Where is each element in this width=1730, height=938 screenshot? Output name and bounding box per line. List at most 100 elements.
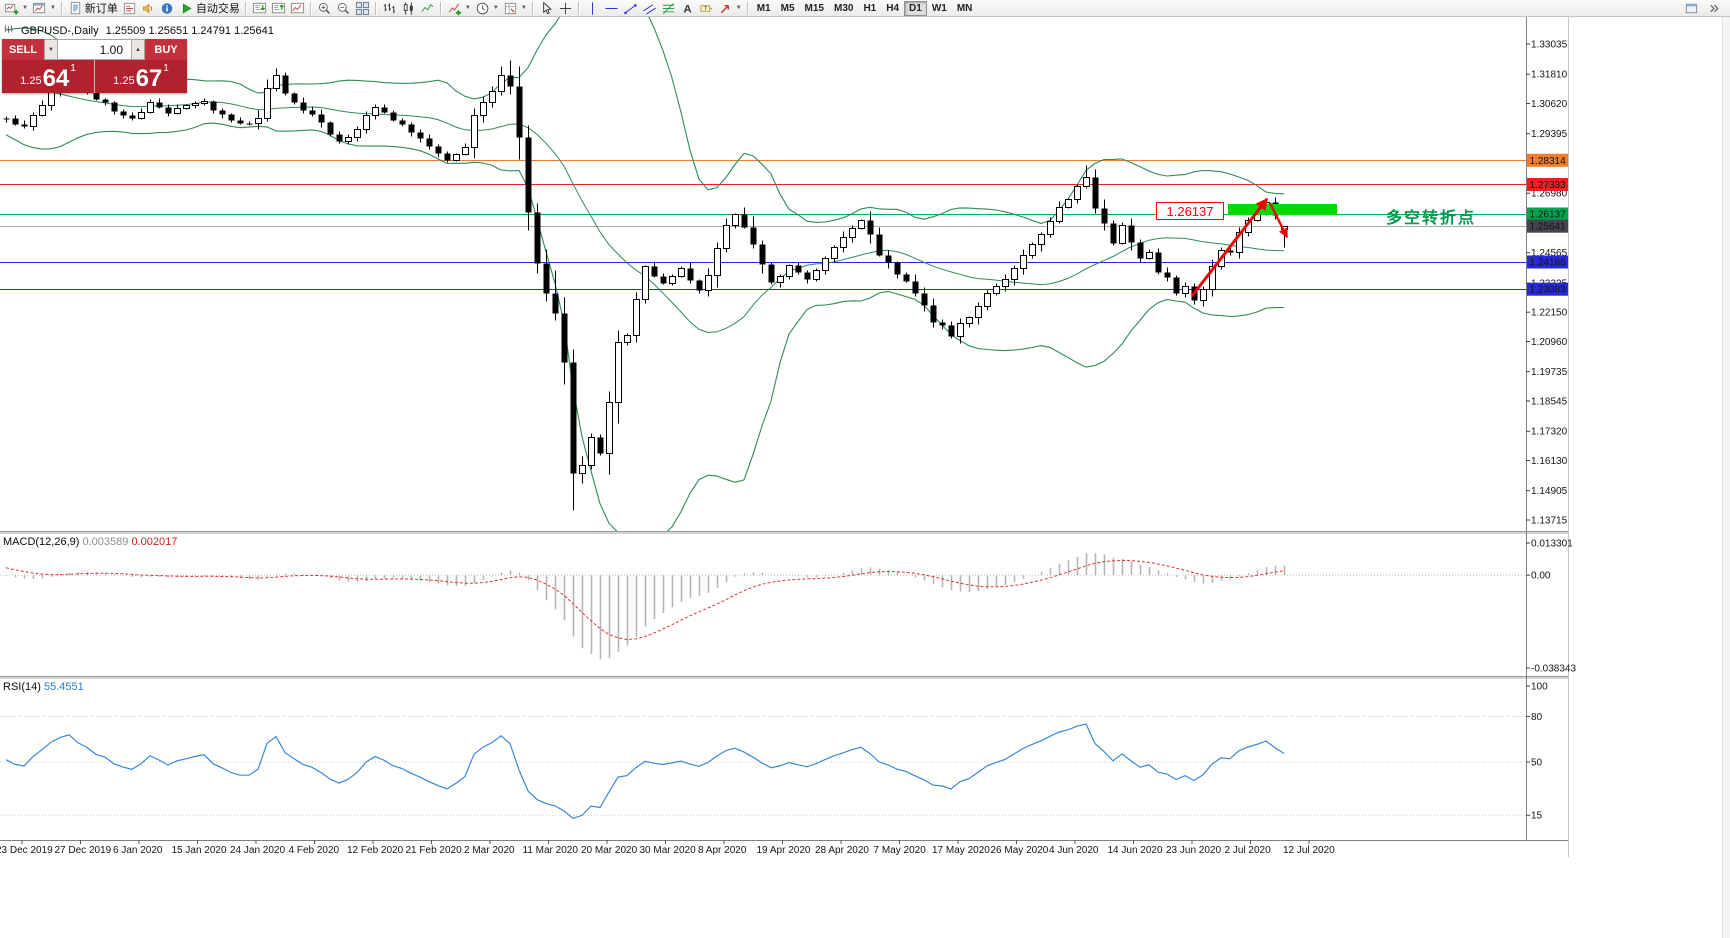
ohlc-values: 1.25509 1.25651 1.24791 1.25641	[105, 25, 274, 37]
top-toolbar: ▼ ▼ 新订单 自动交易 ▼ ▼ ▼ A T ▼ M1 M5 M15 M30 H1 H4 D1 W1 MN	[0, 0, 1730, 17]
new-chart-button[interactable]: ▼	[2, 0, 30, 16]
line-icon	[421, 3, 434, 12]
templates-button[interactable]: ▼	[501, 0, 529, 16]
rsi-plot[interactable]	[5, 723, 1285, 819]
macd-plot[interactable]	[5, 553, 1286, 660]
tile-windows-button[interactable]	[353, 0, 372, 16]
info-button[interactable]	[158, 0, 177, 16]
price-axis-label: 1.33035	[1531, 40, 1568, 51]
supply-zone-rect[interactable]	[1228, 204, 1337, 215]
channel-icon	[642, 3, 656, 15]
lot-size-input[interactable]: 1.00	[58, 39, 131, 60]
channel-button[interactable]	[640, 0, 659, 16]
panel-divider[interactable]	[0, 531, 1568, 535]
ask-big-digits: 67	[135, 64, 163, 92]
lot-decrease-button[interactable]: ▼	[44, 39, 58, 60]
price-chart[interactable]: 1.33035 1.31810 1.30620 1.29395 1.26980 1.245…	[0, 17, 1730, 938]
market-watch-button[interactable]	[250, 0, 269, 16]
bollinger-upper-line[interactable]	[5, 17, 1285, 225]
buy-button[interactable]: BUY	[145, 39, 187, 60]
profiles-button[interactable]: ▼	[30, 0, 58, 16]
timeframe-mn-button[interactable]: MN	[956, 2, 973, 14]
price-level-badge	[1527, 255, 1568, 269]
ask-price[interactable]: 1.25 67 1	[95, 60, 187, 93]
panel-3-icon	[290, 2, 304, 13]
time-axis-label: 30 Mar 2020	[640, 845, 697, 856]
zone-annotation-text[interactable]: 多空转折点	[1386, 210, 1477, 227]
timeframe-h4-button[interactable]: H4	[886, 2, 900, 14]
timeframe-m15-button[interactable]: M15	[804, 2, 824, 14]
data-window-button[interactable]	[269, 0, 288, 16]
toolbar-overflow-button[interactable]	[1704, 0, 1723, 16]
right-scrollbar[interactable]	[1722, 17, 1730, 938]
price-level-badge-text: 1.27333	[1530, 180, 1567, 191]
vertical-line-button[interactable]	[583, 0, 602, 16]
toolbar-separator	[309, 1, 312, 15]
shapes-button[interactable]: ▼	[716, 0, 744, 16]
trend-arrow[interactable]	[1190, 197, 1269, 297]
timeframe-h1-button[interactable]: H1	[863, 2, 877, 14]
dropdown-arrow-icon: ▼	[735, 5, 742, 11]
price-scale-area[interactable]	[1527, 17, 1568, 840]
trendline-button[interactable]	[621, 0, 640, 16]
time-axis-label: 12 Jul 2020	[1283, 845, 1335, 856]
panel-divider[interactable]	[0, 676, 1568, 680]
rsi-name: RSI(14)	[3, 681, 41, 693]
label-button[interactable]: T	[697, 0, 716, 16]
price-level-badge	[1527, 219, 1568, 233]
lot-increase-button[interactable]: ▲	[131, 39, 145, 60]
market-depth-button[interactable]	[120, 0, 139, 16]
price-level-badge-text: 1.25641	[1530, 222, 1567, 233]
macd-signal-line	[5, 559, 1285, 641]
autotrading-button[interactable]: 自动交易	[177, 0, 242, 16]
level-price-callout[interactable]: 1.26137	[1156, 202, 1224, 220]
depth-icon	[123, 2, 136, 14]
dropdown-arrow-icon: ▼	[492, 5, 499, 11]
navigator-button[interactable]	[288, 0, 307, 16]
timeframe-d1-button[interactable]: D1	[904, 0, 927, 16]
bid-big-digits: 64	[42, 64, 70, 92]
horizontal-line-button[interactable]	[602, 0, 621, 16]
fibonacci-button[interactable]	[659, 0, 678, 16]
price-divider	[94, 60, 95, 93]
price-axis-label: 1.29395	[1531, 129, 1568, 140]
candlesticks[interactable]	[3, 60, 1288, 511]
bollinger-lower-line[interactable]	[5, 122, 1285, 543]
indicators-button[interactable]: ▼	[445, 0, 473, 16]
zoom-in-button[interactable]	[315, 0, 334, 16]
time-axis-label: 11 Mar 2020	[523, 845, 579, 856]
time-axis-label: 20 Mar 2020	[581, 845, 638, 856]
bar-chart-button[interactable]	[380, 0, 399, 16]
reversal-arrow[interactable]	[1268, 202, 1289, 239]
rsi-axis-label: 100	[1531, 682, 1548, 693]
alerts-button[interactable]	[139, 0, 158, 16]
autotrading-button-label: 自动交易	[195, 3, 240, 15]
candlestick-chart-button[interactable]	[399, 0, 418, 16]
periods-button[interactable]: ▼	[473, 0, 501, 16]
zoom-out-button[interactable]	[334, 0, 353, 16]
cursor-button[interactable]	[537, 0, 556, 16]
new-order-button-label: 新订单	[84, 3, 118, 15]
timeframe-m1-button[interactable]: M1	[756, 2, 771, 14]
timeframe-m5-button[interactable]: M5	[780, 2, 795, 14]
crosshair-button[interactable]	[556, 0, 575, 16]
rsi-line	[5, 723, 1285, 819]
toolbar-separator	[531, 1, 534, 15]
candles-icon	[403, 1, 413, 15]
time-axis-label: 4 Jun 2020	[1049, 845, 1099, 856]
price-axis-label: 1.17320	[1531, 427, 1568, 438]
windows-list-button[interactable]	[1682, 0, 1701, 16]
time-scale-area[interactable]	[0, 841, 1526, 857]
time-axis-label: 17 May 2020	[932, 845, 990, 856]
timeframe-m30-button[interactable]: M30	[833, 2, 854, 14]
cursor-icon	[543, 1, 552, 14]
time-axis-label: 12 Feb 2020	[347, 845, 404, 856]
text-button[interactable]: A	[678, 0, 697, 16]
time-axis-label: 19 Apr 2020	[757, 845, 811, 856]
new-order-button[interactable]: 新订单	[66, 0, 120, 16]
price-axis-label: 1.20960	[1531, 337, 1568, 348]
sell-button[interactable]: SELL	[2, 39, 44, 60]
bid-price[interactable]: 1.25 64 1	[2, 60, 94, 93]
timeframe-w1-button[interactable]: W1	[931, 2, 947, 14]
line-chart-button[interactable]	[418, 0, 437, 16]
